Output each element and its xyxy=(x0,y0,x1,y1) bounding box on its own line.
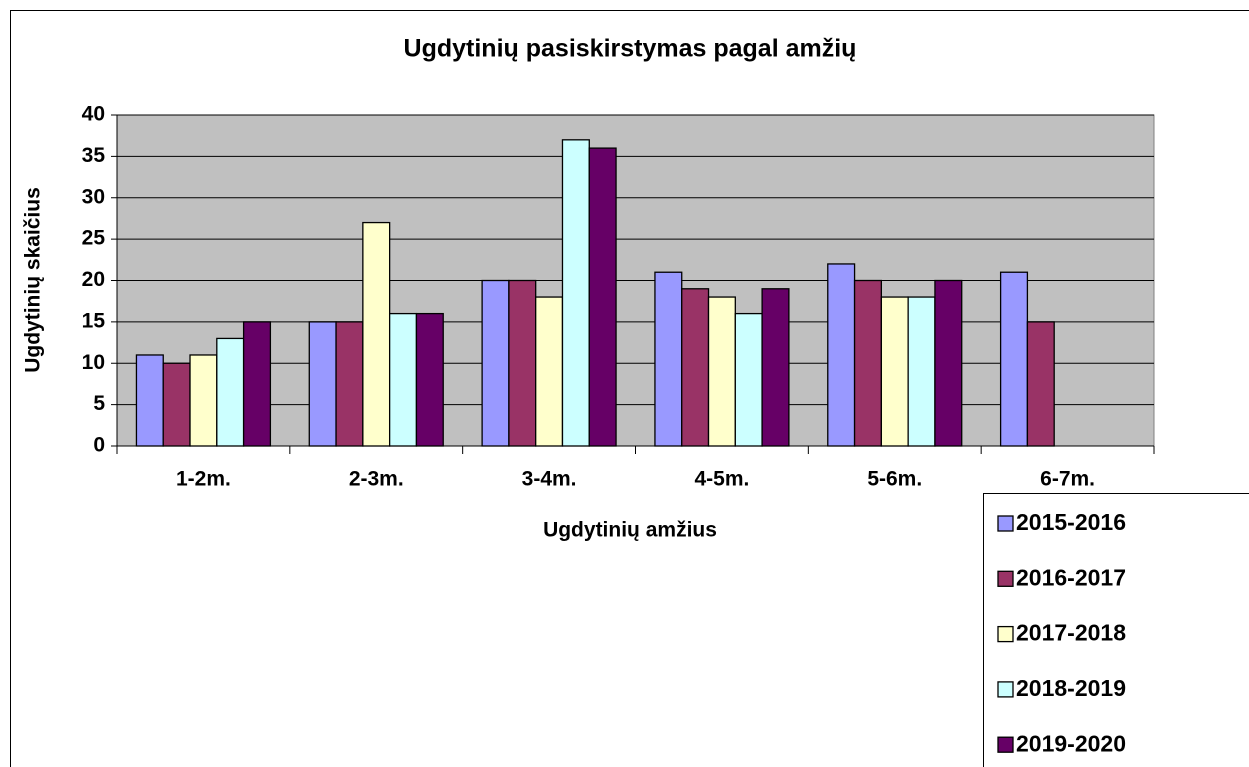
bar xyxy=(481,279,510,447)
legend-label: 2018-2019 xyxy=(1016,675,1126,701)
bar xyxy=(934,279,963,447)
bar xyxy=(535,296,564,447)
bar xyxy=(242,321,272,447)
bar xyxy=(162,362,191,447)
bar xyxy=(216,337,245,447)
bar xyxy=(388,312,418,447)
legend-swatch xyxy=(997,736,1014,753)
x-tick-label: 4-5m. xyxy=(694,468,749,491)
y-axis-label: Ugdytinių skaičius xyxy=(22,187,45,373)
bar xyxy=(654,271,683,447)
bar xyxy=(415,312,444,447)
x-tick-label: 5-6m. xyxy=(867,468,922,491)
bar xyxy=(189,354,218,447)
x-tick-label: 6-7m. xyxy=(1040,468,1095,491)
bar xyxy=(999,271,1029,447)
bar xyxy=(362,221,391,447)
bar xyxy=(681,288,710,447)
y-tick-label: 20 xyxy=(82,268,105,291)
legend-label: 2019-2020 xyxy=(1016,730,1126,756)
x-axis-label: Ugdytinių amžius xyxy=(543,519,717,542)
legend-label: 2017-2018 xyxy=(1016,620,1126,646)
legend-swatch xyxy=(997,515,1014,532)
legend-label: 2015-2016 xyxy=(1016,509,1126,535)
legend-label: 2016-2017 xyxy=(1016,564,1126,590)
bar xyxy=(827,263,856,447)
bar xyxy=(1026,321,1055,447)
legend-swatch xyxy=(997,681,1014,698)
bar xyxy=(508,279,537,447)
y-tick-label: 10 xyxy=(82,351,105,374)
chart-title: Ugdytinių pasiskirstymas pagal amžių xyxy=(404,35,857,63)
x-tick-label: 3-4m. xyxy=(522,468,577,491)
y-tick-label: 40 xyxy=(82,103,105,126)
y-tick-label: 15 xyxy=(82,309,106,332)
bar xyxy=(880,296,909,447)
x-tick-label: 1-2m. xyxy=(176,468,231,491)
y-tick-label: 30 xyxy=(82,185,105,208)
bar xyxy=(335,321,364,447)
bar xyxy=(707,296,736,447)
bar xyxy=(761,288,790,447)
bar xyxy=(308,321,337,447)
y-tick-label: 25 xyxy=(82,227,106,250)
legend-box xyxy=(983,493,1249,767)
bar xyxy=(135,354,164,447)
bar xyxy=(588,147,617,447)
bar xyxy=(734,312,763,447)
legend-swatch xyxy=(997,570,1014,587)
x-tick-label: 2-3m. xyxy=(349,468,404,491)
bar xyxy=(561,139,590,447)
bar xyxy=(853,279,883,447)
bar xyxy=(907,296,936,447)
y-tick-label: 0 xyxy=(93,434,105,457)
legend-swatch xyxy=(997,625,1014,643)
y-tick-label: 5 xyxy=(93,392,105,415)
y-tick-label: 35 xyxy=(82,144,106,167)
